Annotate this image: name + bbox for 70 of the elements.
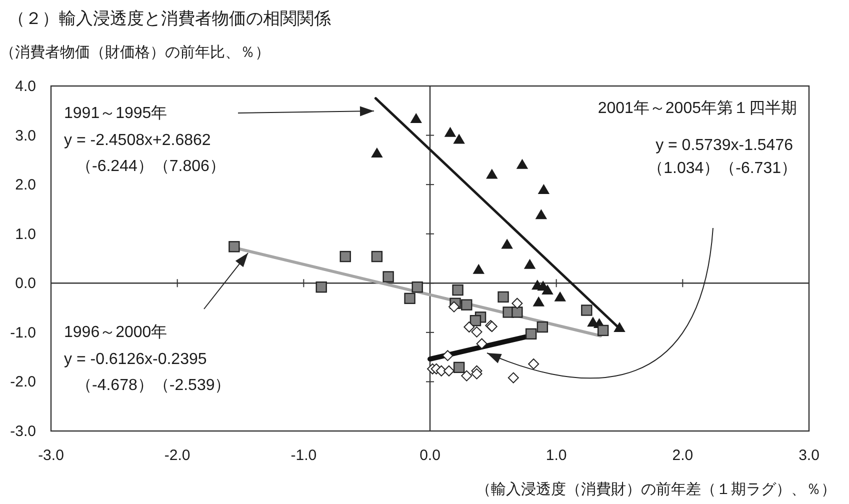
point	[470, 315, 482, 326]
point	[412, 281, 423, 293]
annotation: （-4.678）（-2.539）	[76, 377, 231, 394]
point	[542, 285, 553, 295]
annotation: 2001年～2005年第１四半期	[598, 100, 797, 117]
point	[486, 169, 498, 179]
xtick: 1.0	[546, 447, 567, 464]
xlabel: （輸入浸透度（消費財）の前年差（１期ラグ）、％）	[476, 481, 836, 498]
point	[533, 296, 544, 306]
point	[525, 328, 537, 340]
point	[410, 114, 422, 124]
point	[512, 298, 523, 309]
point	[453, 362, 465, 374]
point	[536, 210, 547, 220]
point	[442, 350, 454, 362]
annotation: y = -0.6126x-0.2395	[64, 351, 207, 368]
annotation: y = -2.4508x+2.6862	[64, 132, 211, 149]
ytick: 4.0	[15, 78, 36, 95]
annotation: y = 0.5739x-1.5476	[656, 137, 793, 154]
ytick: -3.0	[10, 423, 36, 440]
point	[471, 326, 482, 338]
point	[382, 271, 394, 282]
annotation: （1.034）（-6.731）	[648, 160, 797, 177]
point	[340, 250, 351, 262]
point	[536, 321, 548, 333]
ytick: 0.0	[15, 275, 36, 292]
ytick: 3.0	[15, 127, 36, 144]
annotation: 1991～1995年	[64, 105, 168, 122]
point	[528, 358, 540, 370]
ylabel: （消費者物価（財価格）の前年比、％）	[0, 44, 270, 61]
point	[444, 127, 456, 137]
point	[554, 292, 566, 302]
point	[452, 284, 464, 296]
point	[443, 365, 454, 376]
point	[538, 184, 550, 194]
xtick: 2.0	[672, 447, 694, 464]
point	[498, 291, 509, 303]
xtick: 3.0	[798, 447, 820, 464]
point	[461, 370, 472, 382]
point	[512, 306, 523, 318]
point	[614, 322, 625, 332]
point	[508, 372, 519, 384]
point	[464, 322, 475, 333]
xtick: -3.0	[38, 447, 64, 464]
point	[404, 292, 416, 304]
point	[228, 241, 240, 252]
xtick: -2.0	[164, 447, 190, 464]
point	[371, 148, 382, 158]
point	[454, 134, 465, 144]
point	[461, 299, 472, 310]
point	[371, 250, 383, 262]
point	[516, 159, 528, 169]
point	[473, 264, 484, 274]
point	[476, 338, 488, 350]
ytick: 1.0	[15, 226, 36, 243]
title: （２）輸入浸透度と消費者物価の相関関係	[8, 9, 331, 28]
xtick: 0.0	[420, 447, 440, 464]
point	[502, 239, 513, 249]
annotation: 1996～2000年	[64, 324, 168, 341]
ytick: 2.0	[15, 176, 36, 194]
annotation: （-6.244）（7.806）	[76, 158, 226, 175]
point	[524, 259, 536, 269]
point	[316, 281, 327, 293]
ytick: -1.0	[10, 324, 36, 342]
point	[471, 368, 482, 380]
point	[581, 304, 592, 316]
point	[448, 301, 460, 312]
ytick: -2.0	[10, 374, 36, 391]
xtick: -1.0	[290, 447, 317, 464]
point	[597, 324, 609, 336]
